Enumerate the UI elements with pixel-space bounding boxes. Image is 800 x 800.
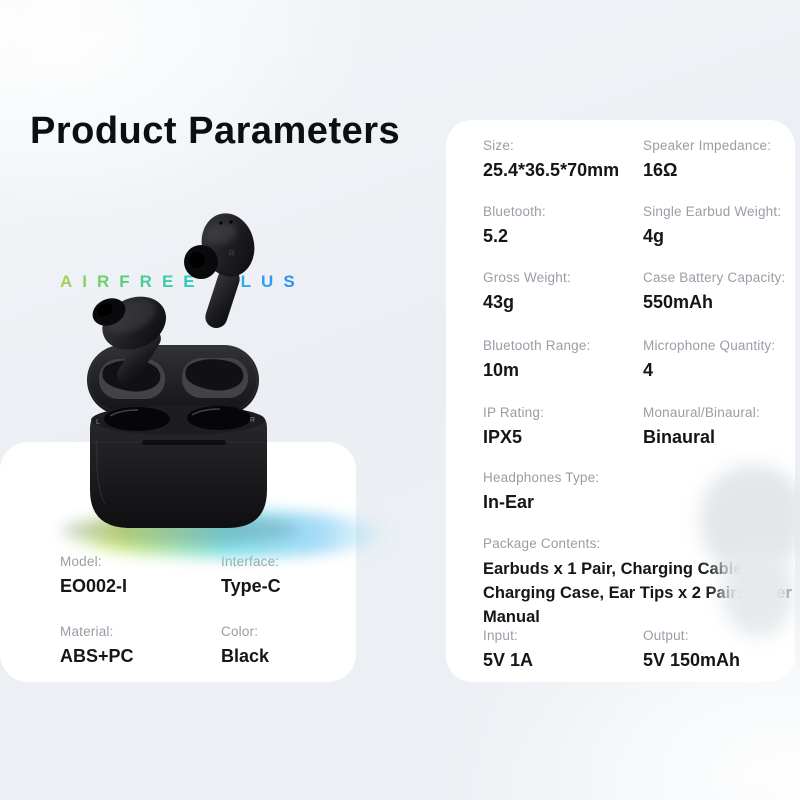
right-spec-card: Size: 25.4*36.5*70mm Speaker Impedance: … <box>446 120 795 682</box>
spec-single-earbud-weight: Single Earbud Weight: 4g <box>643 204 781 248</box>
spec-ip-rating: IP Rating: IPX5 <box>483 405 544 449</box>
spec-value: 16Ω <box>643 160 678 181</box>
spec-value: In-Ear <box>483 492 535 513</box>
spec-value: 5.2 <box>483 226 509 247</box>
spec-material: Material: ABS+PC <box>60 624 134 668</box>
spec-value: Earbuds x 1 Pair, Charging Cable, Chargi… <box>483 560 792 627</box>
spec-value: 4g <box>643 226 665 247</box>
spec-package-contents: Package Contents: Earbuds x 1 Pair, Char… <box>483 536 800 629</box>
earbud-left <box>92 296 167 386</box>
earbud-well-right <box>187 406 251 430</box>
earbud-marking-r: R <box>229 249 235 258</box>
spec-label: Bluetooth: <box>483 204 546 219</box>
spec-label: Bluetooth Range: <box>483 338 591 353</box>
spec-label: Monaural/Binaural: <box>643 405 760 420</box>
spec-bluetooth-range: Bluetooth Range: 10m <box>483 338 591 382</box>
spec-monaural-binaural: Monaural/Binaural: Binaural <box>643 405 760 449</box>
case-marking-l: L <box>96 419 100 426</box>
spec-value: 10m <box>483 360 520 381</box>
spec-value: 5V 1A <box>483 650 534 671</box>
spec-value: Type-C <box>221 576 281 597</box>
spec-label: Single Earbud Weight: <box>643 204 782 219</box>
earbud-well-left <box>104 407 170 431</box>
spec-value: 4 <box>643 360 654 381</box>
spec-value: Black <box>221 646 270 667</box>
spec-value: Binaural <box>643 427 716 448</box>
spec-label: Material: <box>60 624 114 639</box>
spec-value: ABS+PC <box>60 646 134 667</box>
spec-label: Package Contents: <box>483 536 601 551</box>
case-body: L R <box>90 405 267 528</box>
spec-bluetooth: Bluetooth: 5.2 <box>483 204 546 248</box>
spec-value: 550mAh <box>643 292 714 313</box>
product-photo: L R <box>60 213 390 558</box>
spec-label: Speaker Impedance: <box>643 138 772 153</box>
spec-label: Output: <box>643 628 689 643</box>
spec-model: Model: EO002-I <box>60 554 127 598</box>
spec-gross-weight: Gross Weight: 43g <box>483 270 571 314</box>
spec-label: Model: <box>60 554 102 569</box>
spec-input: Input: 5V 1A <box>483 628 533 672</box>
spec-value: 5V 150mAh <box>643 650 741 671</box>
spec-microphone-quantity: Microphone Quantity: 4 <box>643 338 775 382</box>
spec-value: 25.4*36.5*70mm <box>483 160 620 181</box>
page-title: Product Parameters <box>30 110 401 152</box>
spec-label: Microphone Quantity: <box>643 338 776 353</box>
lid-recess-right <box>182 358 248 398</box>
spec-color: Color: Black <box>221 624 269 668</box>
spec-label: Input: <box>483 628 518 643</box>
spec-label: Case Battery Capacity: <box>643 270 786 285</box>
spec-headphones-type: Headphones Type: In-Ear <box>483 470 599 514</box>
spec-case-battery-capacity: Case Battery Capacity: 550mAh <box>643 270 785 314</box>
spec-size: Size: 25.4*36.5*70mm <box>483 138 619 182</box>
earbud-right: R <box>184 213 255 328</box>
case-lid <box>87 345 259 415</box>
spec-speaker-impedance: Speaker Impedance: 16Ω <box>643 138 771 182</box>
case-marking-r: R <box>250 417 255 424</box>
spec-label: Headphones Type: <box>483 470 600 485</box>
spec-value: 43g <box>483 292 515 313</box>
spec-output: Output: 5V 150mAh <box>643 628 740 672</box>
spec-value: EO002-I <box>60 576 128 597</box>
spec-label: Color: <box>221 624 259 639</box>
spec-label: Size: <box>483 138 515 153</box>
spec-label: IP Rating: <box>483 405 545 420</box>
spec-label: Gross Weight: <box>483 270 571 285</box>
spec-value: IPX5 <box>483 427 523 448</box>
